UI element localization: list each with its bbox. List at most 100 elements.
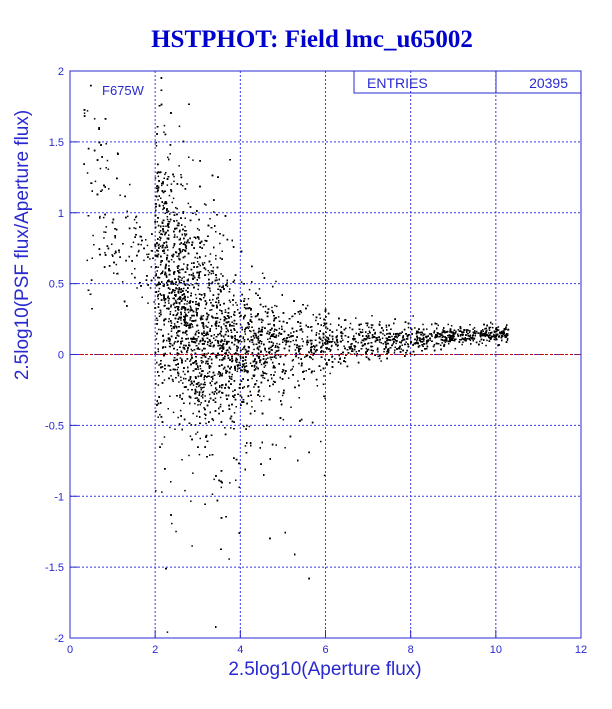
scatter-point <box>365 347 367 350</box>
scatter-point <box>236 347 238 350</box>
scatter-point <box>155 187 158 190</box>
scatter-point <box>247 298 250 300</box>
scatter-point <box>199 367 202 370</box>
scatter-point <box>168 337 170 339</box>
scatter-point <box>103 216 105 219</box>
scatter-point <box>374 331 376 334</box>
scatter-point <box>257 339 259 341</box>
scatter-point <box>263 366 266 368</box>
scatter-point <box>455 338 457 340</box>
scatter-point <box>198 348 201 350</box>
scatter-point <box>208 400 210 402</box>
scatter-point <box>202 338 204 341</box>
scatter-point <box>178 222 180 225</box>
scatter-point <box>204 400 207 402</box>
scatter-point <box>204 255 207 257</box>
scatter-point <box>194 293 197 296</box>
scatter-point <box>488 329 491 331</box>
scatter-point <box>276 342 278 345</box>
scatter-point <box>207 286 209 289</box>
scatter-point <box>247 327 250 330</box>
scatter-point <box>107 168 110 170</box>
scatter-point <box>243 370 246 373</box>
scatter-point <box>405 341 407 343</box>
scatter-point <box>426 339 428 342</box>
scatter-point <box>208 371 211 373</box>
scatter-point <box>178 165 180 167</box>
scatter-point <box>198 229 200 231</box>
scatter-point <box>291 368 293 370</box>
scatter-point <box>431 335 433 337</box>
scatter-point <box>230 331 233 333</box>
scatter-point <box>462 341 464 343</box>
scatter-point <box>306 343 308 346</box>
scatter-point <box>198 238 200 240</box>
scatter-point <box>469 339 472 342</box>
scatter-point <box>167 220 170 223</box>
scatter-point <box>197 276 200 279</box>
scatter-point <box>136 287 138 289</box>
scatter-point <box>163 131 165 133</box>
scatter-point <box>86 259 88 262</box>
scatter-point <box>180 322 183 325</box>
scatter-point <box>161 443 163 445</box>
scatter-point <box>224 427 226 429</box>
scatter-point <box>153 301 155 303</box>
scatter-point <box>278 343 281 345</box>
scatter-point <box>180 376 182 378</box>
scatter-point <box>146 244 149 247</box>
scatter-point <box>211 493 214 495</box>
scatter-point <box>165 263 167 266</box>
scatter-point <box>447 334 449 337</box>
scatter-point <box>179 409 182 412</box>
scatter-point <box>119 194 121 196</box>
scatter-point <box>204 268 207 271</box>
scatter-point <box>237 309 239 311</box>
scatter-point <box>182 370 185 373</box>
scatter-point <box>400 348 402 350</box>
scatter-point <box>468 331 471 334</box>
scatter-point <box>183 303 186 305</box>
scatter-point <box>198 343 200 345</box>
scatter-point <box>386 333 388 335</box>
scatter-point <box>209 290 211 292</box>
scatter-point <box>200 386 202 389</box>
scatter-point <box>202 390 205 393</box>
scatter-point <box>185 289 187 292</box>
scatter-point <box>169 288 171 290</box>
scatter-point <box>188 341 190 344</box>
scatter-point <box>228 347 230 349</box>
scatter-point <box>270 358 272 361</box>
scatter-point <box>178 125 181 128</box>
scatter-point <box>219 348 221 350</box>
scatter-point <box>287 377 290 379</box>
scatter-point <box>262 374 264 377</box>
scatter-point <box>101 189 103 191</box>
scatter-point <box>194 332 197 335</box>
scatter-point <box>177 312 179 314</box>
scatter-point <box>324 397 326 400</box>
scatter-point <box>242 337 244 340</box>
scatter-point <box>229 482 231 484</box>
scatter-point <box>198 372 201 374</box>
scatter-point <box>208 271 211 274</box>
scatter-point <box>263 395 265 398</box>
scatter-point <box>205 302 208 304</box>
scatter-point <box>423 340 425 342</box>
scatter-point <box>506 339 509 341</box>
scatter-point <box>392 343 394 345</box>
scatter-point <box>191 355 193 357</box>
scatter-point <box>231 373 233 376</box>
scatter-point <box>367 333 369 335</box>
scatter-point <box>229 348 232 350</box>
scatter-point <box>92 234 94 237</box>
scatter-point <box>158 231 161 234</box>
scatter-point <box>93 244 95 246</box>
scatter-point <box>200 317 203 320</box>
scatter-point <box>169 153 171 155</box>
scatter-point <box>176 265 179 268</box>
scatter-point <box>159 239 161 241</box>
scatter-point <box>186 333 188 336</box>
scatter-point <box>372 324 374 326</box>
scatter-point <box>284 337 286 340</box>
